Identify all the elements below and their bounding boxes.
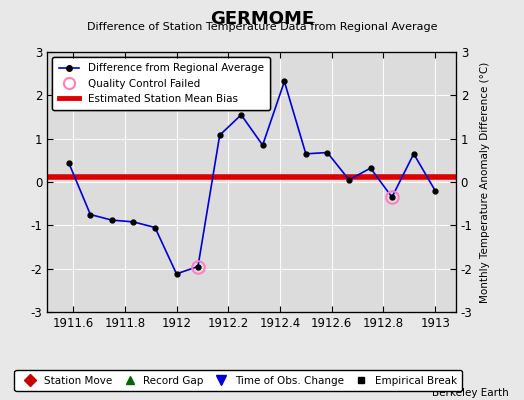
Text: Difference of Station Temperature Data from Regional Average: Difference of Station Temperature Data f…	[87, 22, 437, 32]
Y-axis label: Monthly Temperature Anomaly Difference (°C): Monthly Temperature Anomaly Difference (…	[479, 61, 489, 303]
Text: GERMOME: GERMOME	[210, 10, 314, 28]
Legend: Station Move, Record Gap, Time of Obs. Change, Empirical Break: Station Move, Record Gap, Time of Obs. C…	[15, 370, 462, 391]
Legend: Difference from Regional Average, Quality Control Failed, Estimated Station Mean: Difference from Regional Average, Qualit…	[52, 57, 270, 110]
Text: Berkeley Earth: Berkeley Earth	[432, 388, 508, 398]
